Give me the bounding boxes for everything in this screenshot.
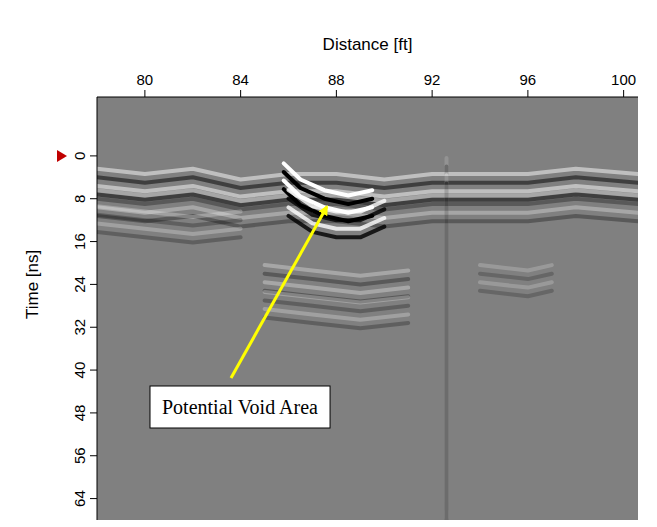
y-tick (90, 241, 97, 242)
y-tick-label: 8 (71, 195, 88, 203)
reflector-group (97, 158, 638, 520)
annotation-text: Potential Void Area (162, 396, 318, 418)
reflector-band (265, 318, 409, 329)
reflector (97, 190, 638, 226)
y-tick (90, 455, 97, 456)
x-tick (144, 90, 145, 97)
x-tick (432, 90, 433, 97)
reflector (480, 265, 552, 296)
x-tick-label: 100 (611, 71, 636, 88)
x-tick-label: 88 (328, 71, 345, 88)
reflector-band (480, 274, 552, 279)
time-zero-marker (57, 150, 67, 162)
reflector (446, 158, 447, 520)
y-tick (90, 498, 97, 499)
x-tick (240, 90, 241, 97)
y-tick (90, 284, 97, 285)
y-tick-label: 64 (71, 490, 88, 507)
x-tick-label: 92 (424, 71, 441, 88)
reflector (265, 292, 409, 328)
x-tick-label: 80 (137, 71, 154, 88)
y-tick-label: 16 (71, 233, 88, 250)
y-tick-label: 0 (71, 152, 88, 160)
reflector-band (480, 265, 552, 270)
annotation-box (150, 386, 330, 428)
y-tick (90, 327, 97, 328)
x-tick (623, 90, 624, 97)
plot-background (97, 97, 638, 520)
y-tick-label: 24 (71, 276, 88, 293)
y-tick (90, 412, 97, 413)
x-tick-label: 84 (232, 71, 249, 88)
annotation-arrow (231, 207, 327, 378)
y-axis-title: Time [ns] (23, 250, 42, 319)
x-axis-title: Distance [ft] (323, 35, 413, 54)
radargram-chart: 80 84 88 92 96 100 Distance [ft] 0 8 16 24 32 40 48 56… (0, 0, 657, 527)
reflector-band (289, 216, 385, 237)
y-tick (90, 155, 97, 156)
reflector (97, 206, 241, 242)
y-tick-label: 32 (71, 319, 88, 336)
reflector-band (97, 232, 241, 243)
reflector-band (480, 291, 552, 296)
y-tick (90, 198, 97, 199)
reflector-band (480, 282, 552, 287)
y-tick-label: 56 (71, 447, 88, 464)
y-tick-label: 48 (71, 405, 88, 422)
reflector (289, 190, 385, 237)
x-tick (336, 90, 337, 97)
y-tick (90, 370, 97, 371)
x-tick-label: 96 (520, 71, 537, 88)
y-axis-line (97, 97, 98, 520)
x-tick (527, 90, 528, 97)
reflector-band (445, 184, 449, 520)
y-tick-label: 40 (71, 362, 88, 379)
x-axis-line (97, 97, 638, 98)
